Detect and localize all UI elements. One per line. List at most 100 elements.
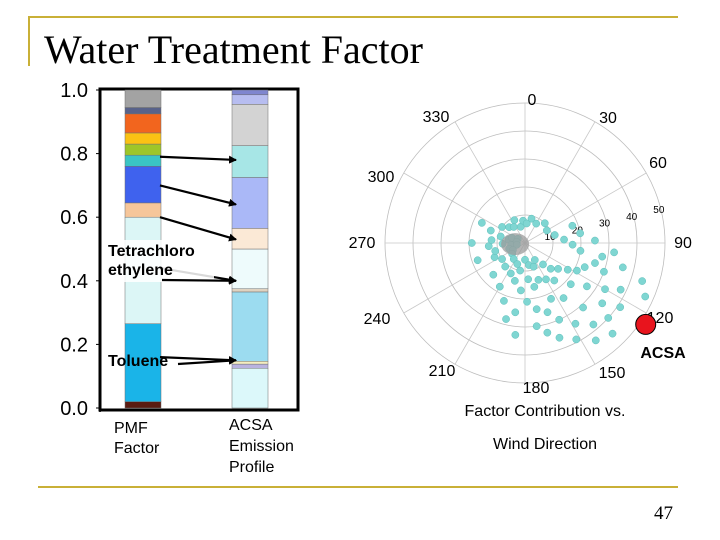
scatter-point bbox=[486, 226, 495, 235]
scatter-point bbox=[539, 260, 547, 269]
acsa-profile-segment bbox=[231, 248, 269, 289]
pmf-factor-segment bbox=[124, 143, 162, 156]
scatter-point bbox=[576, 246, 585, 255]
scatter-point bbox=[568, 221, 577, 230]
toluene-arrow bbox=[177, 356, 237, 366]
scatter-point bbox=[498, 223, 506, 231]
ring-label: 30 bbox=[599, 219, 611, 230]
y-tick-label: 0.6 bbox=[60, 207, 88, 229]
polar-spoke bbox=[454, 242, 526, 365]
scatter-point bbox=[547, 294, 555, 303]
acsa-profile-segment bbox=[231, 363, 269, 369]
scatter-point bbox=[509, 223, 518, 231]
scatter-point bbox=[495, 282, 504, 291]
scatter-point bbox=[589, 320, 598, 329]
scatter-point bbox=[511, 308, 520, 317]
bottom-rule bbox=[38, 486, 678, 488]
scatter-point bbox=[543, 328, 552, 337]
annotation-toluene: Toluene bbox=[108, 353, 168, 370]
scatter-point bbox=[511, 277, 519, 285]
polar-caption-line-1: Factor Contribution vs. bbox=[465, 403, 626, 420]
scatter-point bbox=[516, 266, 524, 275]
scatter-point bbox=[600, 267, 608, 276]
scatter-point bbox=[608, 329, 617, 338]
scatter-point bbox=[572, 335, 581, 344]
direction-label-300: 300 bbox=[368, 169, 395, 186]
acsa-profile-segment bbox=[231, 89, 269, 96]
scatter-point bbox=[604, 314, 613, 322]
scatter-point bbox=[555, 333, 564, 342]
scatter-point bbox=[560, 235, 568, 244]
pmf-factor-segment bbox=[124, 202, 162, 218]
acsa-profile-label: Emission bbox=[229, 438, 294, 455]
scatter-point bbox=[571, 319, 580, 328]
scatter-point bbox=[521, 255, 529, 264]
y-tick-label: 0.0 bbox=[60, 398, 88, 420]
pmf-factor-segment bbox=[124, 89, 162, 108]
scatter-point bbox=[542, 275, 550, 284]
acsa-profile-segment bbox=[231, 145, 269, 178]
scatter-point bbox=[540, 219, 549, 228]
scatter-point bbox=[534, 275, 543, 284]
y-tick-label: 0.4 bbox=[60, 271, 88, 293]
polar-spoke bbox=[524, 172, 647, 244]
scatter-point bbox=[591, 236, 599, 245]
scatter-point bbox=[550, 231, 559, 239]
scatter-point bbox=[502, 315, 510, 323]
annotation-tetrachloroethylene: Tetrachloro bbox=[108, 243, 195, 260]
scatter-point bbox=[532, 219, 541, 228]
scatter-point bbox=[467, 239, 476, 247]
acsa-profile-label: ACSA bbox=[229, 417, 273, 434]
pmf-factor-segment bbox=[124, 323, 162, 402]
dense-point-cluster bbox=[501, 233, 530, 256]
scatter-point bbox=[591, 259, 599, 267]
direction-label-270: 270 bbox=[349, 235, 376, 252]
polar-chart: 1020304050030609012015018021024027030033… bbox=[349, 92, 692, 453]
direction-label-90: 90 bbox=[674, 235, 692, 252]
scatter-point bbox=[583, 282, 591, 291]
direction-label-210: 210 bbox=[429, 363, 456, 380]
acsa-profile-segment bbox=[231, 288, 269, 293]
scatter-point bbox=[478, 219, 486, 227]
scatter-point bbox=[510, 216, 519, 225]
top-rule bbox=[28, 16, 678, 18]
acsa-highlight-point bbox=[635, 313, 657, 335]
pmf-factor-segment bbox=[124, 113, 162, 134]
acsa-profile-segment bbox=[231, 228, 269, 250]
pmf-factor-segment bbox=[124, 166, 162, 204]
scatter-point bbox=[641, 292, 650, 301]
scatter-point bbox=[511, 331, 520, 339]
scatter-point bbox=[532, 305, 541, 314]
acsa-profile-segment bbox=[231, 368, 269, 409]
scatter-point bbox=[487, 236, 496, 244]
species-arrow bbox=[159, 184, 237, 207]
polar-spoke bbox=[403, 242, 526, 314]
scatter-point bbox=[573, 266, 581, 275]
scatter-point bbox=[513, 260, 522, 268]
scatter-point bbox=[543, 308, 552, 317]
direction-label-0: 0 bbox=[528, 92, 537, 109]
scatter-point bbox=[554, 265, 562, 273]
ring-label: 10 bbox=[545, 232, 557, 243]
scatter-point bbox=[638, 277, 647, 285]
acsa-profile-segment bbox=[231, 291, 269, 362]
acsa-profile-segment bbox=[231, 177, 269, 229]
scatter-point bbox=[568, 240, 577, 249]
acsa-profile-segment bbox=[231, 361, 269, 365]
pmf-factor-label: Factor bbox=[114, 440, 160, 457]
scatter-point bbox=[498, 255, 506, 263]
scatter-point bbox=[616, 303, 625, 312]
polar-spoke bbox=[403, 172, 526, 244]
scatter-point bbox=[550, 276, 559, 285]
scatter-point bbox=[491, 247, 500, 255]
pmf-factor-segment bbox=[124, 132, 162, 145]
scatter-point bbox=[598, 299, 607, 308]
direction-label-330: 330 bbox=[423, 109, 450, 126]
acsa-profile-segment bbox=[231, 94, 269, 105]
scatter-point bbox=[610, 248, 618, 257]
scatter-point bbox=[580, 263, 589, 271]
scatter-point bbox=[496, 232, 505, 241]
species-arrow bbox=[159, 216, 237, 242]
slide-title: Water Treatment Factor bbox=[44, 27, 423, 72]
